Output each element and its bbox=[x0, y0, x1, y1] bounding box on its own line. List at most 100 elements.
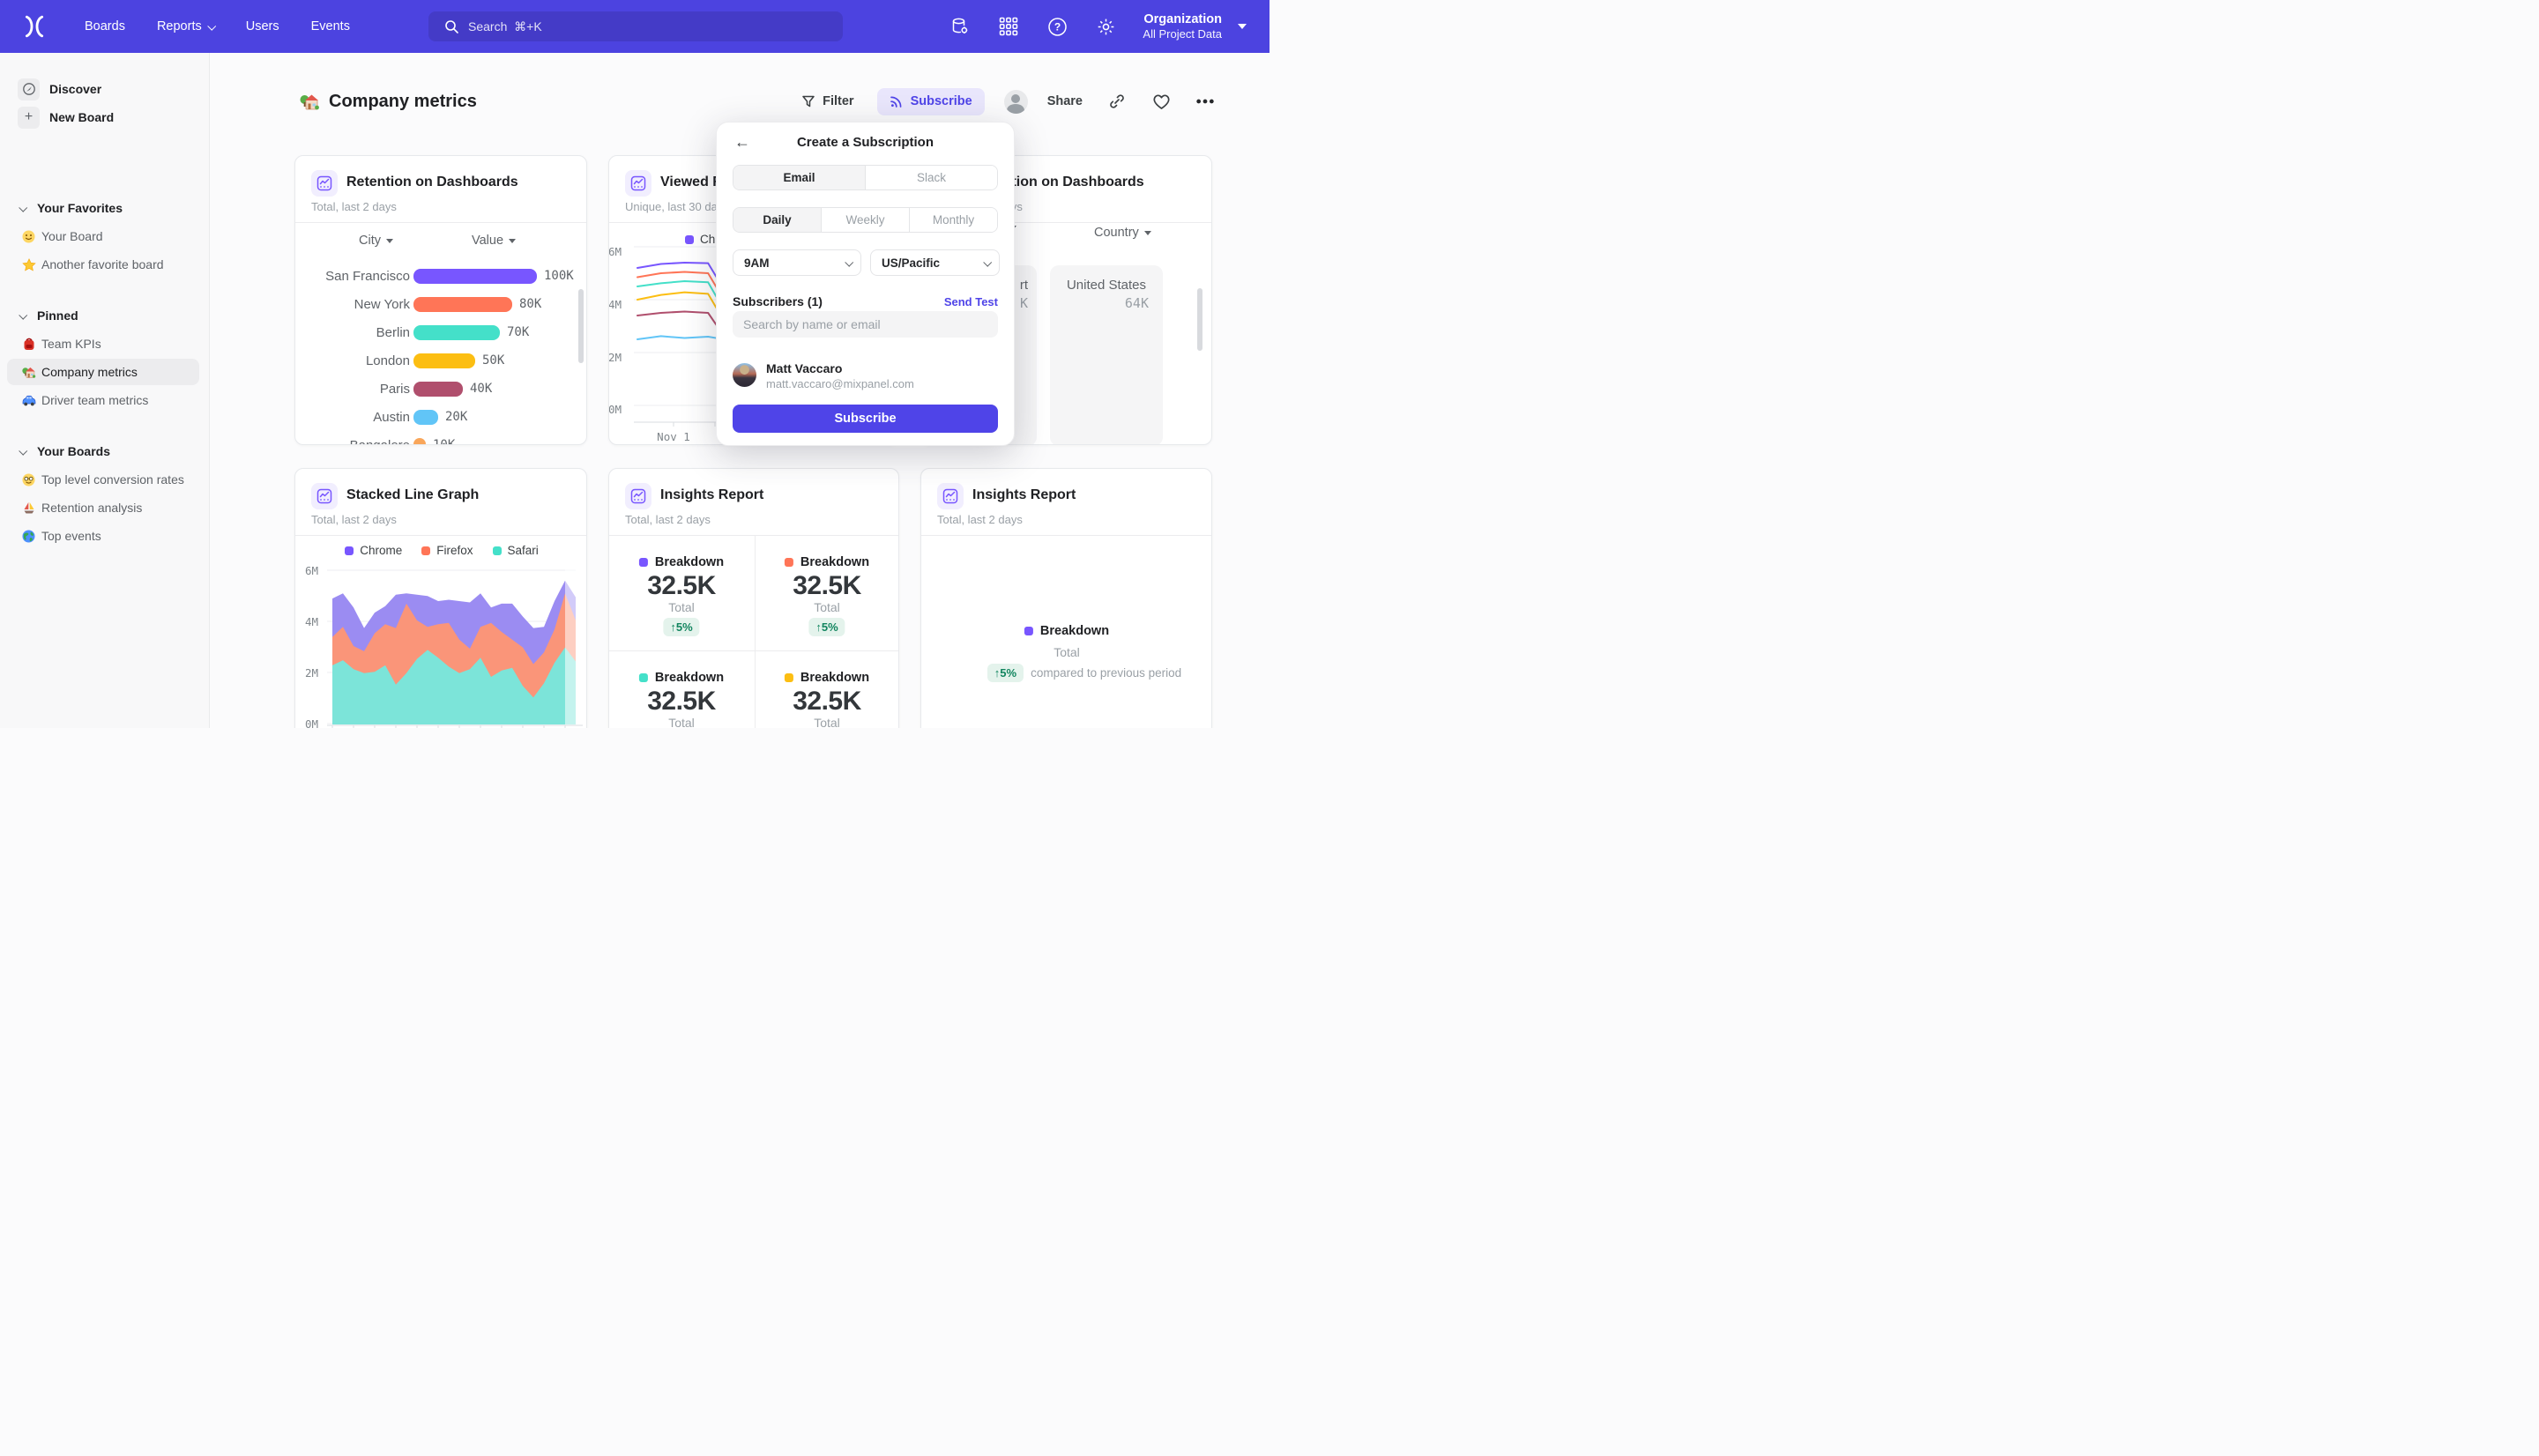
grid-divider-horizontal bbox=[609, 650, 898, 651]
tab-email[interactable]: Email bbox=[733, 166, 865, 189]
y-tick: 0M bbox=[304, 717, 318, 728]
mixpanel-logo-icon[interactable] bbox=[23, 15, 46, 38]
bar[interactable] bbox=[413, 269, 537, 284]
sidebar-item-label: Top level conversion rates bbox=[41, 472, 184, 487]
smiley-emoji-icon bbox=[21, 229, 36, 244]
sidebar-item-discover[interactable]: Discover bbox=[0, 76, 210, 102]
bar[interactable] bbox=[413, 382, 463, 397]
cell-text: United States bbox=[1066, 278, 1147, 293]
modal-subscribe-button[interactable]: Subscribe bbox=[733, 405, 998, 433]
bar-category-label: New York bbox=[354, 297, 410, 312]
tab-monthly[interactable]: Monthly bbox=[909, 208, 997, 232]
legend-chrome[interactable]: Chrome bbox=[345, 544, 402, 557]
tab-daily[interactable]: Daily bbox=[733, 208, 821, 232]
sidebar-item-label: Team KPIs bbox=[41, 337, 101, 351]
card-subtitle: Total, last 2 days bbox=[311, 200, 397, 213]
filter-button[interactable]: Filter bbox=[801, 94, 854, 108]
sidebar-item-your-board[interactable]: Your Board bbox=[7, 223, 199, 249]
chevron-down-icon bbox=[845, 257, 854, 267]
help-icon[interactable]: ? bbox=[1046, 15, 1068, 38]
channel-tabs: Email Slack bbox=[733, 165, 998, 190]
sidebar-section-your-boards[interactable]: Your Boards bbox=[0, 440, 210, 463]
sidebar-item-retention-analysis[interactable]: Retention analysis bbox=[7, 494, 199, 521]
sidebar-item-another-favorite-board[interactable]: Another favorite board bbox=[7, 251, 199, 278]
sailboat-emoji-icon bbox=[21, 501, 36, 516]
y-tick: 2M bbox=[304, 666, 318, 680]
house-emoji-icon bbox=[21, 365, 36, 380]
legend-safari[interactable]: Safari bbox=[492, 544, 539, 557]
apps-grid-icon[interactable] bbox=[997, 15, 1020, 38]
bar[interactable] bbox=[413, 325, 500, 340]
nav-item-users[interactable]: Users bbox=[245, 19, 279, 33]
back-arrow-icon[interactable]: ← bbox=[734, 133, 750, 151]
legend-firefox[interactable]: Firefox bbox=[421, 544, 473, 557]
send-test-link[interactable]: Send Test bbox=[943, 295, 998, 308]
bar[interactable] bbox=[413, 438, 426, 444]
timezone-select[interactable]: US/Pacific bbox=[870, 249, 1000, 276]
bar-value: 70K bbox=[507, 325, 530, 339]
sidebar-item-team-kpis[interactable]: Team KPIs bbox=[7, 331, 199, 357]
nav-item-reports[interactable]: Reports bbox=[157, 19, 216, 33]
card-scrollbar[interactable] bbox=[578, 289, 584, 363]
metric-value: 32.5K bbox=[647, 571, 716, 600]
favorite-heart-icon[interactable] bbox=[1151, 92, 1171, 111]
sidebar-item-new-board[interactable]: + New Board bbox=[0, 104, 210, 130]
compass-icon bbox=[18, 78, 40, 100]
card-title: Insights Report bbox=[660, 487, 764, 502]
org-project: All Project Data bbox=[1143, 26, 1222, 41]
trend-up-badge: ↑5% bbox=[808, 618, 845, 636]
share-button[interactable]: Share bbox=[1046, 94, 1083, 108]
org-caret-icon[interactable] bbox=[1238, 24, 1247, 29]
legend-label: Firefox bbox=[436, 544, 473, 557]
bar-value: 10K bbox=[433, 438, 456, 445]
board-header: Company metrics bbox=[300, 86, 477, 116]
tab-weekly[interactable]: Weekly bbox=[821, 208, 909, 232]
bar-row-austin: Austin 20K bbox=[295, 404, 586, 432]
section-label: Your Boards bbox=[37, 444, 110, 458]
sidebar-section-your-favorites[interactable]: Your Favorites bbox=[0, 197, 210, 219]
sidebar-item-top-level-conversion-rates[interactable]: Top level conversion rates bbox=[7, 466, 199, 493]
report-chart-icon bbox=[937, 483, 964, 509]
sidebar-item-top-events[interactable]: Top events bbox=[7, 523, 199, 549]
metric-sub-label: Total bbox=[668, 600, 695, 614]
sidebar-section-pinned[interactable]: Pinned bbox=[0, 304, 210, 327]
data-management-icon[interactable] bbox=[949, 15, 972, 38]
sort-caret-icon bbox=[509, 238, 517, 243]
bar[interactable] bbox=[413, 410, 438, 425]
cell-value: 64K bbox=[1124, 295, 1149, 311]
bar-row-berlin: Berlin 70K bbox=[295, 319, 586, 347]
subscriber-search-input[interactable]: Search by name or email bbox=[733, 311, 998, 338]
rss-icon bbox=[890, 96, 902, 108]
column-header-city[interactable]: City bbox=[359, 234, 393, 248]
settings-gear-icon[interactable] bbox=[1094, 15, 1117, 38]
nav-item-events[interactable]: Events bbox=[310, 19, 350, 33]
grid-divider-vertical bbox=[755, 536, 756, 728]
subscriber-email: matt.vaccaro@mixpanel.com bbox=[766, 377, 914, 390]
metric-breakdown-label: Breakdown bbox=[638, 555, 724, 569]
tab-slack[interactable]: Slack bbox=[865, 166, 997, 189]
time-select[interactable]: 9AM bbox=[733, 249, 861, 276]
bar[interactable] bbox=[413, 297, 512, 312]
global-search-input[interactable]: Search ⌘+K bbox=[428, 11, 843, 41]
more-options-icon[interactable] bbox=[1195, 92, 1215, 111]
sidebar-item-company-metrics[interactable]: Company metrics bbox=[7, 359, 199, 385]
metric-breakdown-label: Breakdown bbox=[1024, 624, 1109, 638]
user-avatar[interactable] bbox=[1003, 89, 1028, 114]
copy-link-icon[interactable] bbox=[1107, 92, 1127, 111]
column-header-value[interactable]: Value bbox=[472, 234, 517, 248]
sidebar-item-label: Your Board bbox=[41, 229, 103, 243]
org-switcher[interactable]: Organization All Project Data bbox=[1143, 12, 1222, 41]
chevron-down-icon bbox=[206, 21, 216, 31]
sidebar-item-label: Retention analysis bbox=[41, 501, 143, 515]
nav-item-boards[interactable]: Boards bbox=[85, 19, 125, 33]
legend-swatch bbox=[784, 558, 793, 567]
column-header-country[interactable]: Country bbox=[1094, 226, 1151, 240]
y-tick: 6M bbox=[608, 245, 622, 258]
sidebar-item-driver-team-metrics[interactable]: Driver team metrics bbox=[7, 387, 199, 413]
card-scrollbar[interactable] bbox=[1197, 288, 1202, 351]
subscribe-button[interactable]: Subscribe bbox=[876, 87, 985, 115]
bar[interactable] bbox=[413, 353, 475, 368]
stacked-area-chart bbox=[327, 560, 583, 728]
legend-label: Chrome bbox=[360, 544, 403, 557]
y-tick: 4M bbox=[608, 298, 622, 311]
